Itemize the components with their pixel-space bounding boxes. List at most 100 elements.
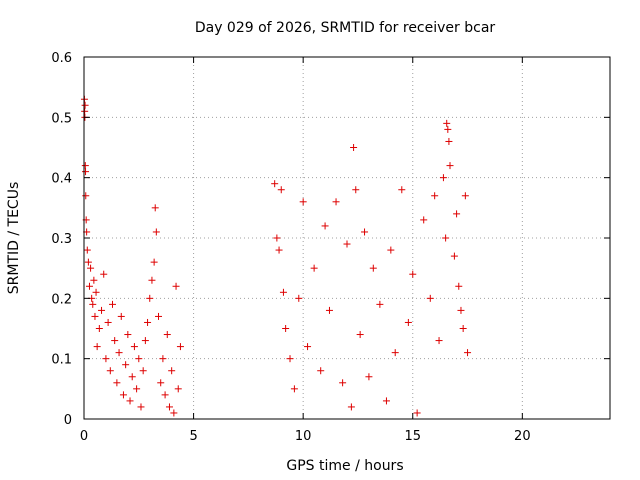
data-point [81, 107, 89, 115]
data-point [108, 300, 116, 308]
data-point [113, 379, 121, 387]
data-point [343, 240, 351, 248]
data-point [126, 397, 134, 405]
data-point [133, 385, 141, 393]
x-tick-label: 5 [189, 429, 197, 444]
data-point [273, 234, 281, 242]
x-tick-label: 10 [295, 429, 312, 444]
data-point [87, 264, 95, 272]
x-axis-label: GPS time / hours [286, 458, 403, 474]
data-point [141, 337, 149, 345]
data-point [443, 119, 451, 127]
data-point [83, 246, 91, 254]
y-tick-label: 0.1 [51, 353, 72, 368]
data-point [369, 264, 377, 272]
data-point [391, 349, 399, 357]
data-point [439, 174, 447, 182]
data-point [128, 373, 136, 381]
data-point [325, 306, 333, 314]
data-point [148, 276, 156, 284]
x-tick-label: 20 [514, 429, 531, 444]
data-point [111, 337, 119, 345]
data-point [92, 288, 100, 296]
data-point [435, 337, 443, 345]
data-point [347, 403, 355, 411]
data-point [420, 216, 428, 224]
data-point [376, 300, 384, 308]
data-point [161, 391, 169, 399]
data-point [98, 306, 106, 314]
y-tick-label: 0.3 [51, 232, 72, 247]
data-point [135, 355, 143, 363]
data-point [139, 367, 147, 375]
y-axis-label: SRMTID / TECUs [6, 182, 22, 295]
data-point [102, 355, 110, 363]
data-point [176, 343, 184, 351]
data-point [151, 204, 159, 212]
data-point [155, 312, 163, 320]
data-point [332, 198, 340, 206]
data-point [93, 343, 101, 351]
data-point [387, 246, 395, 254]
data-point [89, 300, 97, 308]
data-point [464, 349, 472, 357]
x-tick-label: 0 [80, 429, 88, 444]
data-point [84, 258, 92, 266]
data-point [426, 294, 434, 302]
data-point [106, 367, 114, 375]
data-point [81, 101, 89, 109]
y-tick-label: 0 [64, 413, 72, 428]
data-point [81, 162, 89, 170]
y-tick-label: 0.4 [51, 172, 72, 187]
data-point [85, 282, 93, 290]
data-point [117, 312, 125, 320]
data-point [339, 379, 347, 387]
data-points [80, 95, 472, 417]
data-point [275, 246, 283, 254]
data-point [82, 168, 90, 176]
data-point [290, 385, 298, 393]
data-point [350, 144, 358, 151]
data-point [144, 318, 152, 326]
plot-frame [83, 56, 611, 420]
data-point [299, 198, 307, 206]
data-point [124, 331, 132, 339]
data-point [457, 306, 465, 314]
data-point [271, 180, 279, 188]
data-point [286, 355, 294, 363]
data-point [461, 192, 469, 200]
data-point [95, 325, 103, 332]
data-point [413, 409, 421, 417]
data-point [455, 282, 463, 290]
data-point [382, 397, 390, 405]
y-tick-label: 0.6 [51, 51, 72, 66]
chart-title: Day 029 of 2026, SRMTID for receiver bca… [195, 20, 496, 36]
data-point [91, 312, 99, 320]
data-point [159, 355, 167, 363]
data-point [317, 367, 325, 375]
data-point [168, 367, 176, 375]
data-point [104, 318, 112, 326]
y-tick-label: 0.2 [51, 292, 72, 307]
data-point [459, 325, 467, 332]
data-point [356, 331, 364, 339]
data-point [365, 373, 373, 381]
data-point [442, 234, 450, 242]
data-point [295, 294, 303, 302]
data-point [137, 403, 145, 411]
data-point [446, 162, 454, 170]
data-point [146, 294, 154, 302]
data-point [82, 192, 90, 200]
data-point [152, 228, 160, 236]
data-point [130, 343, 138, 351]
data-point [445, 137, 453, 145]
data-point [90, 276, 98, 284]
data-point [277, 186, 285, 194]
data-point [119, 391, 127, 399]
data-point [282, 325, 290, 332]
y-tick-label: 0.5 [51, 111, 72, 126]
data-point [100, 270, 108, 278]
x-tick-label: 15 [404, 429, 421, 444]
data-point [409, 270, 417, 278]
